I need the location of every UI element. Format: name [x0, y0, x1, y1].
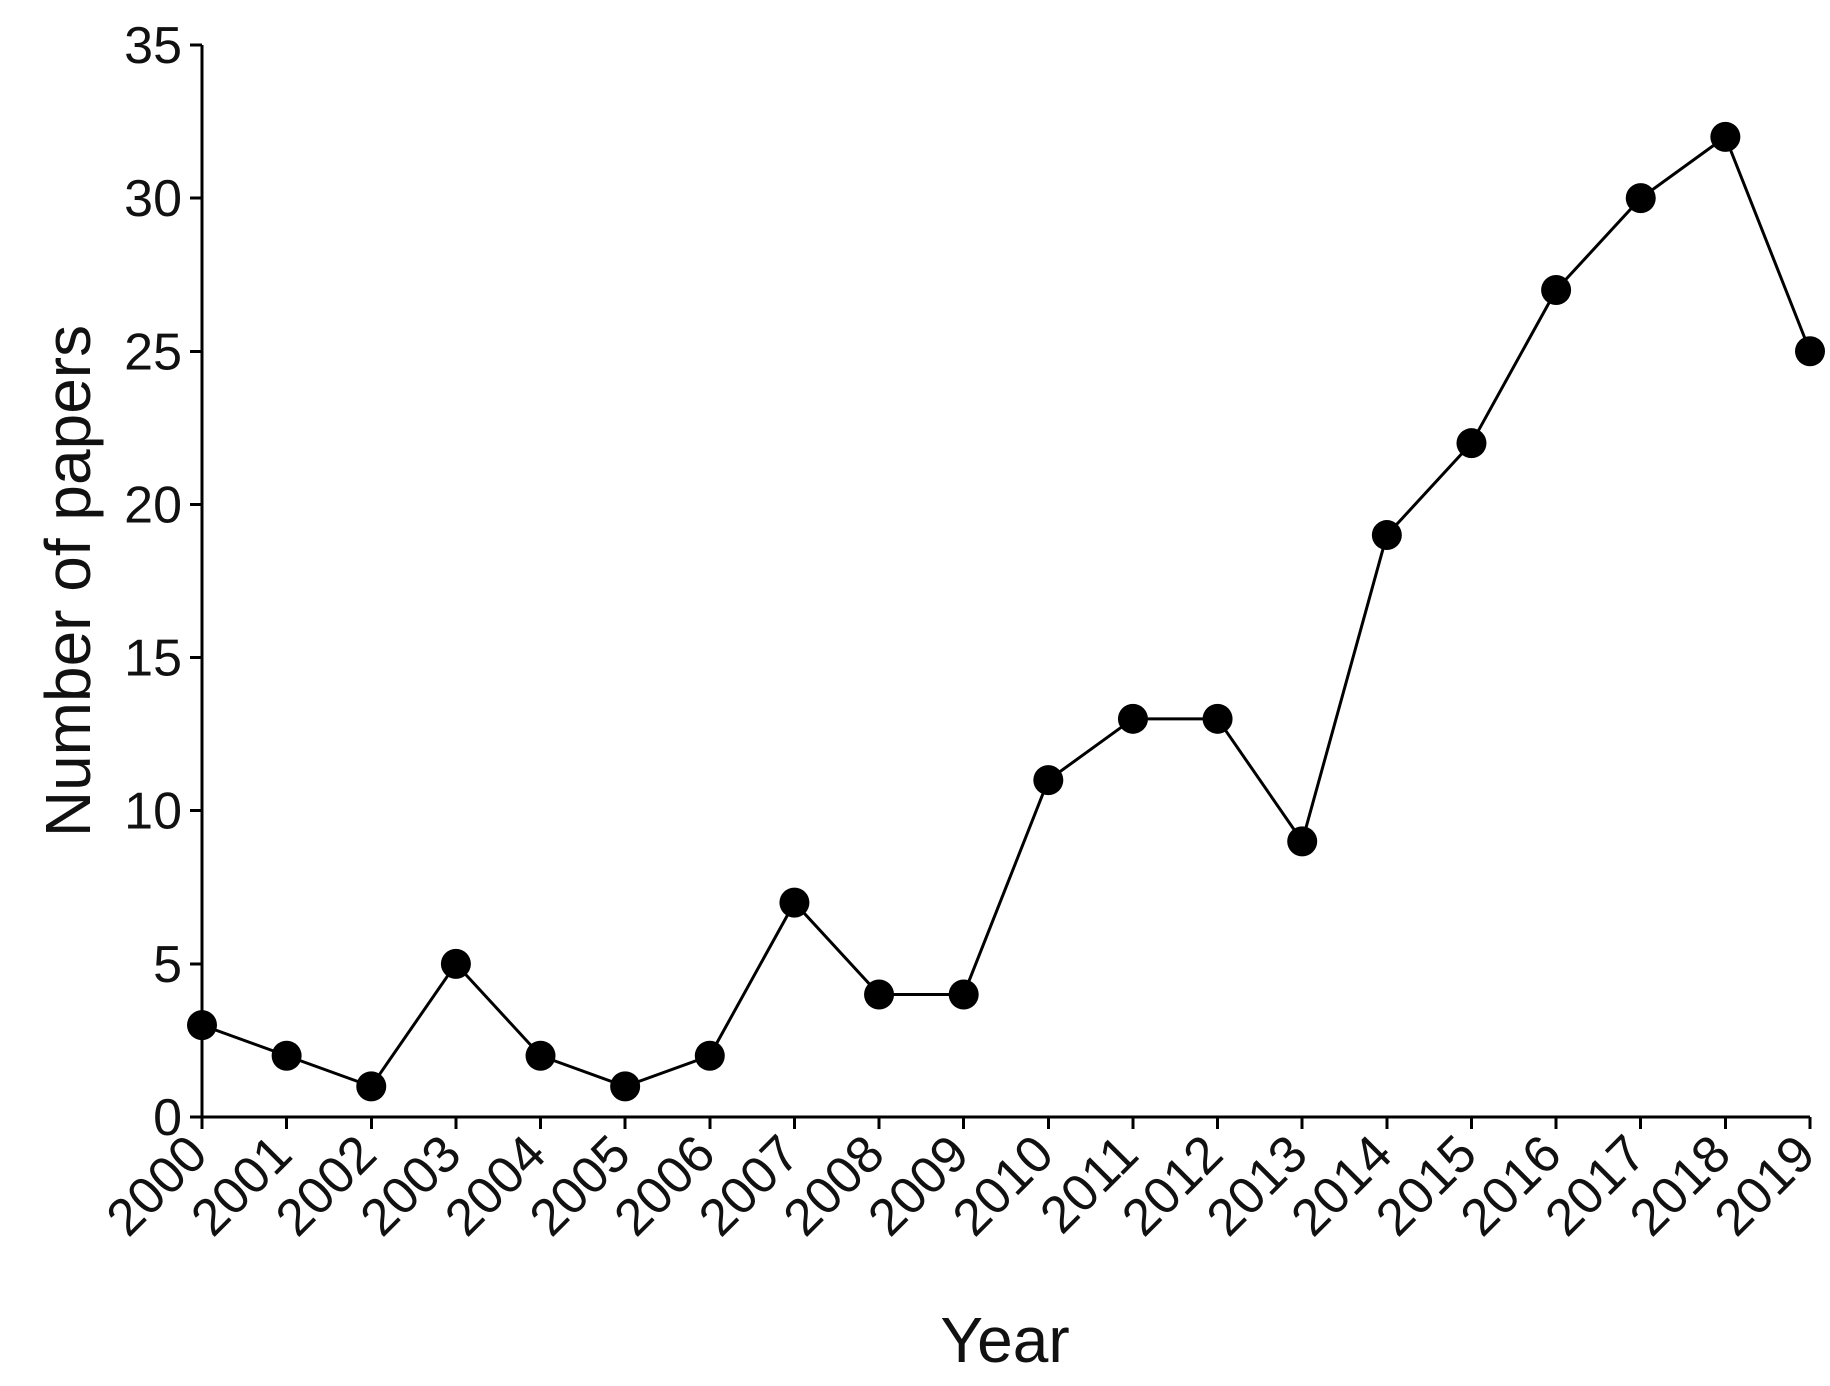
data-point-2000	[187, 1010, 217, 1041]
data-point-2003	[440, 948, 471, 979]
data-point-2004	[525, 1040, 556, 1071]
data-point-2008	[864, 979, 895, 1010]
data-point-2017	[1625, 183, 1656, 214]
y-tick-label: 5	[153, 936, 182, 994]
y-tick-label: 25	[124, 323, 182, 381]
data-point-2012	[1202, 703, 1233, 734]
x-axis-title: Year	[940, 1304, 1069, 1376]
data-point-2016	[1541, 275, 1572, 306]
x-tick-label: 2019	[1704, 1124, 1827, 1247]
y-tick-label: 35	[124, 17, 182, 75]
data-point-2014	[1371, 520, 1402, 551]
data-point-2018	[1710, 121, 1741, 152]
y-axis-title: Number of papers	[32, 325, 104, 837]
data-point-2006	[694, 1040, 725, 1071]
data-point-2010	[1033, 765, 1064, 796]
data-point-2015	[1456, 428, 1487, 459]
data-point-2007	[779, 887, 810, 918]
y-axis-ticks: 0 5 10 15 20 25 30 35	[124, 17, 202, 1147]
data-point-2013	[1287, 826, 1318, 857]
y-tick-label: 0	[153, 1089, 182, 1147]
data-point-2009	[948, 979, 979, 1010]
data-point-2001	[271, 1040, 302, 1071]
y-tick-label: 15	[124, 630, 182, 688]
y-tick-label: 10	[124, 783, 182, 841]
data-point-2002	[356, 1071, 387, 1102]
axes	[200, 45, 1810, 1119]
series-line	[201, 134, 1812, 1089]
data-point-2005	[610, 1071, 641, 1102]
y-tick-label: 30	[124, 170, 182, 228]
data-point-2019	[1795, 336, 1825, 367]
x-axis-ticks: 2000200120022003200420052006200720082009…	[96, 1117, 1827, 1247]
y-tick-label: 20	[124, 476, 182, 534]
data-point-2011	[1117, 703, 1148, 734]
series-group	[187, 121, 1825, 1102]
